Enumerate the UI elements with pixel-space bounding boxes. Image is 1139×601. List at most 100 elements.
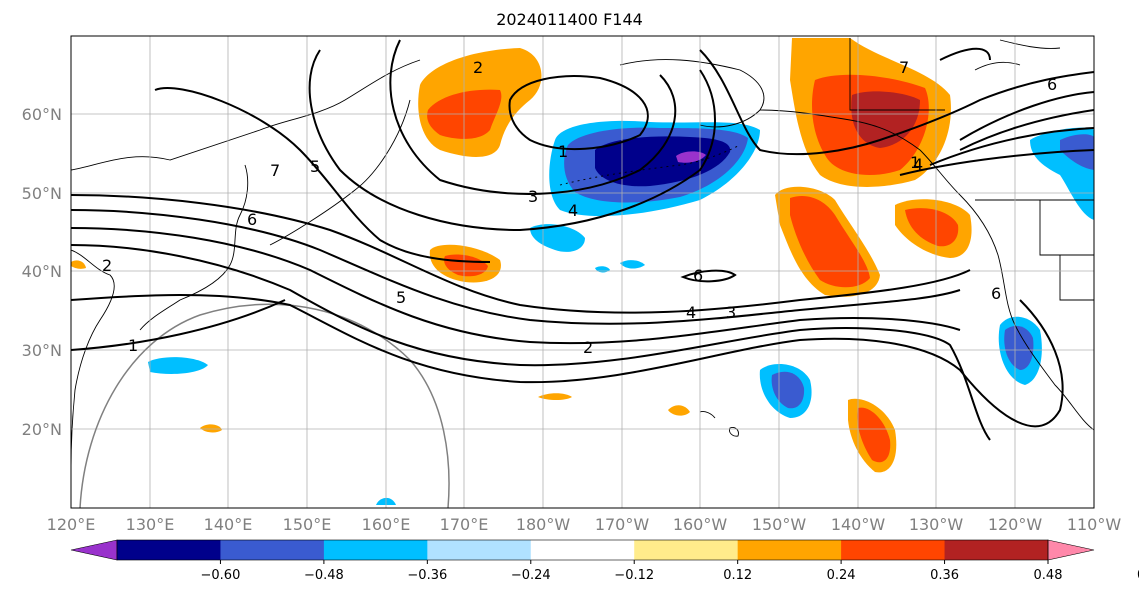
contour-line [71, 227, 961, 345]
lon-label: 170°W [595, 515, 650, 534]
contour-line [71, 209, 961, 325]
contour-line [71, 244, 991, 441]
colorbar-segment [427, 540, 532, 560]
negative-anomaly-region [620, 260, 645, 269]
lon-label: 160°E [362, 515, 411, 534]
colorbar-segment [530, 540, 635, 560]
latitude-labels: 60°N 50°N 40°N 30°N 20°N [22, 105, 62, 439]
lon-label: 110°W [1067, 515, 1122, 534]
contour-label: 5 [396, 288, 406, 307]
negative-anomaly-region [1004, 325, 1034, 370]
colorbar-extend-max [1047, 539, 1095, 561]
coastline [71, 249, 115, 471]
contour-line [899, 149, 1094, 176]
coastline [974, 61, 1021, 71]
contour-line [308, 49, 716, 232]
colorbar-tick-label: 0.12 [723, 568, 752, 583]
contour-label: 3 [726, 303, 736, 322]
longitude-labels: 120°E 130°E 140°E 150°E 160°E 170°E 180°… [47, 515, 1122, 534]
colorbar-segment [944, 540, 1049, 560]
contour-label: 3 [528, 187, 538, 206]
lat-label: 20°N [22, 420, 62, 439]
contour-label: 6 [1047, 75, 1057, 94]
contours [71, 39, 1094, 441]
positive-anomaly-region [857, 407, 891, 463]
coastline [849, 38, 945, 111]
contour-label: 4 [686, 303, 696, 322]
positive-anomaly-region [71, 260, 86, 269]
lon-label: 130°W [909, 515, 964, 534]
lon-label: 150°W [752, 515, 807, 534]
positive-anomaly-region [851, 91, 920, 148]
coastline [699, 411, 716, 419]
lon-label: 170°E [440, 515, 489, 534]
colorbar-tick-label: 0.24 [827, 568, 856, 583]
contour-label: 4 [913, 155, 923, 174]
colorbar-extend-min [70, 539, 118, 561]
lon-label: 140°E [204, 515, 253, 534]
negative-anomaly-region [530, 224, 585, 252]
colorbar-segment [117, 540, 221, 560]
coastline [1059, 255, 1094, 301]
contour-line [959, 109, 1094, 151]
coastline [999, 39, 1061, 49]
contour-label: 2 [583, 338, 593, 357]
contour-line [154, 87, 491, 263]
colorbar-tick-label: 0.36 [930, 568, 959, 583]
coastline [71, 59, 421, 171]
positive-anomaly-region [905, 208, 959, 247]
contour-line [939, 47, 991, 61]
lon-label: 150°E [283, 515, 332, 534]
contour-line [699, 49, 1094, 156]
negative-anomaly-region [676, 151, 706, 163]
colorbar-tick-label: 0.48 [1034, 568, 1063, 583]
contour-line [71, 294, 1064, 428]
coastline [1039, 200, 1094, 256]
positive-anomaly-region [668, 405, 690, 416]
contour-label: 6 [693, 266, 703, 285]
positive-anomaly-region [790, 195, 870, 288]
contour-label: 1 [910, 153, 920, 172]
contour-line [71, 194, 971, 314]
colorbar-frame [116, 539, 1049, 561]
contour-label: 5 [310, 157, 320, 176]
lat-label: 60°N [22, 105, 62, 124]
contour-label: 2 [473, 58, 483, 77]
lon-label: 130°E [126, 515, 175, 534]
contour-label: 7 [899, 58, 909, 77]
colorbar-segment [634, 540, 739, 560]
negative-anomaly-region [771, 371, 805, 409]
colorbar-tick-label: −0.12 [614, 568, 654, 583]
contour-label: 1 [558, 142, 568, 161]
contour-line [389, 39, 677, 195]
coastlines [71, 38, 1094, 471]
contour-label: 6 [247, 210, 257, 229]
colorbar-tick-label: −0.24 [511, 568, 551, 583]
colorbar-segment [323, 540, 428, 560]
lon-label: 180°W [516, 515, 571, 534]
contour-label: 2 [102, 256, 112, 275]
colorbar-tick-label: −0.48 [304, 568, 344, 583]
contour-label: 1 [128, 336, 138, 355]
map-frame [70, 35, 1095, 509]
lat-label: 40°N [22, 262, 62, 281]
colorbar-tick-label: −0.60 [201, 568, 241, 583]
coastline [759, 109, 961, 196]
lon-label: 120°W [988, 515, 1043, 534]
lat-label: 50°N [22, 184, 62, 203]
contour-line [959, 91, 1094, 141]
contour-label: 6 [991, 284, 1001, 303]
lon-label: 140°W [831, 515, 886, 534]
contour-line [929, 127, 1094, 166]
coastline [269, 99, 411, 246]
contour-line [508, 75, 649, 150]
colorbar-segment [737, 540, 842, 560]
positive-anomaly-region [538, 393, 572, 400]
lon-label: 160°W [673, 515, 728, 534]
lon-label: 120°E [47, 515, 96, 534]
contour-line [680, 269, 737, 283]
coastline [139, 164, 249, 331]
coastline [729, 427, 739, 437]
negative-anomaly-region [148, 357, 208, 374]
